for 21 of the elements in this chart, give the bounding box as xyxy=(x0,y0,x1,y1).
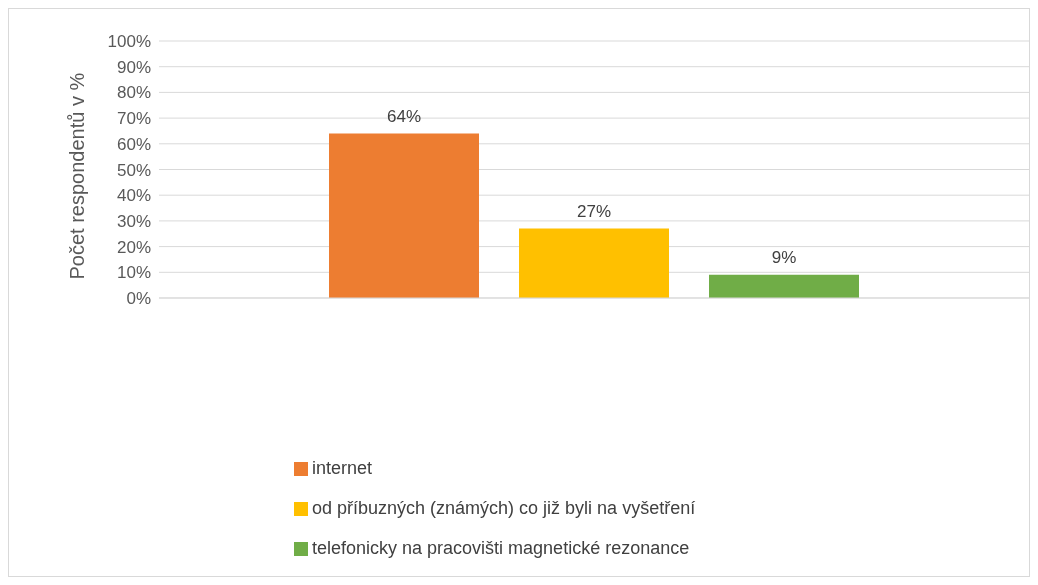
y-tick-label: 0% xyxy=(126,289,151,309)
y-tick-label: 10% xyxy=(116,263,151,283)
data-label: 64% xyxy=(386,106,422,126)
y-tick-label: 30% xyxy=(116,211,151,231)
bar xyxy=(329,133,479,298)
y-tick-label: 80% xyxy=(116,83,151,103)
bar xyxy=(519,228,669,298)
data-label: 9% xyxy=(771,247,797,267)
legend-label: internet xyxy=(312,458,373,478)
y-tick-label: 40% xyxy=(116,186,151,206)
y-tick-label: 20% xyxy=(116,237,151,257)
legend-label: od příbuzných (známých) co již byli na vyšetření xyxy=(312,498,696,518)
legend-label: telefonicky na pracovišti magnetické rezonance xyxy=(312,538,690,558)
bar xyxy=(709,274,859,298)
y-tick-label: 100% xyxy=(107,32,151,52)
data-label: 27% xyxy=(576,201,612,221)
y-tick-label: 90% xyxy=(116,57,151,77)
y-tick-label: 60% xyxy=(116,134,151,154)
y-tick-label: 50% xyxy=(116,160,151,180)
y-axis-title: Počet respondentů v % xyxy=(66,72,89,280)
y-tick-label: 70% xyxy=(116,109,151,129)
